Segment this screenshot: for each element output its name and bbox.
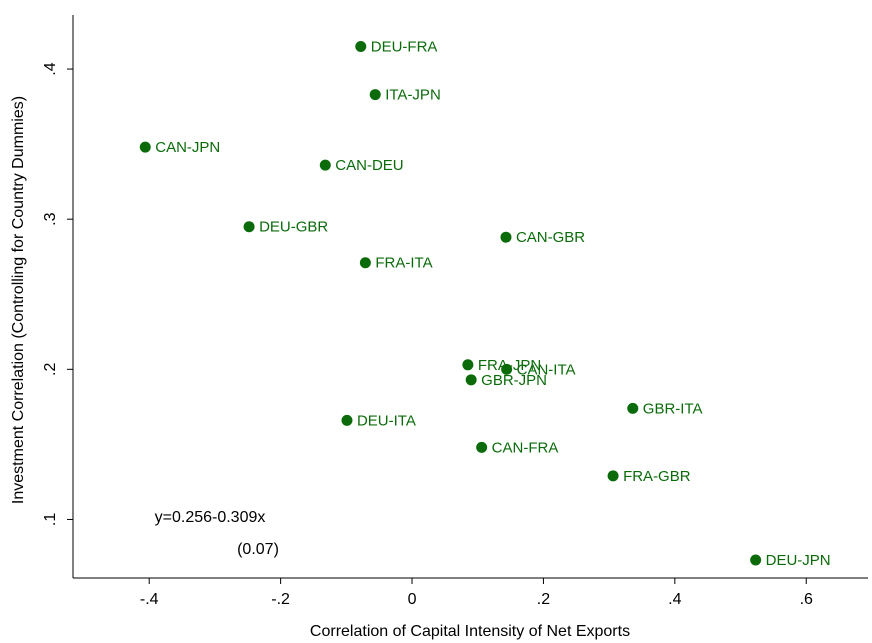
point-label: GBR-JPN — [481, 372, 547, 389]
point-label: FRA-GBR — [623, 468, 691, 485]
point — [243, 221, 255, 233]
point-label: DEU-FRA — [371, 38, 438, 55]
point-label: ITA-JPN — [385, 87, 441, 104]
x-tick-label: .2 — [537, 591, 550, 608]
point — [355, 41, 367, 53]
x-tick-label: -.2 — [271, 591, 290, 608]
y-tick-label: .1 — [42, 513, 59, 526]
point — [627, 402, 639, 414]
point-label: FRA-ITA — [375, 255, 432, 272]
annotation: (0.07) — [237, 541, 279, 558]
point — [750, 554, 762, 566]
y-tick-label: .4 — [42, 62, 59, 75]
point — [500, 231, 512, 243]
point — [476, 441, 488, 453]
y-axis-label: Investment Correlation (Controlling for … — [10, 96, 27, 504]
point — [319, 159, 331, 171]
y-tick-label: .2 — [42, 363, 59, 376]
point — [501, 363, 513, 375]
point — [139, 141, 151, 153]
x-tick-label: 0 — [408, 591, 417, 608]
point-label: DEU-GBR — [259, 219, 328, 236]
point — [359, 257, 371, 269]
point-label: DEU-ITA — [357, 412, 416, 429]
point — [462, 359, 474, 371]
point-label: CAN-DEU — [335, 157, 403, 174]
point — [341, 414, 353, 426]
point-label: CAN-GBR — [516, 229, 585, 246]
point-label: CAN-JPN — [155, 139, 220, 156]
point-label: CAN-ITA — [517, 361, 576, 378]
point-label: DEU-JPN — [766, 552, 831, 569]
x-tick-label: -.4 — [140, 591, 159, 608]
x-tick-label: .6 — [800, 591, 813, 608]
x-axis-label: Correlation of Capital Intensity of Net … — [310, 623, 630, 640]
point — [369, 89, 381, 101]
point — [465, 374, 477, 386]
y-tick-label: .3 — [42, 212, 59, 225]
x-tick-label: .4 — [668, 591, 681, 608]
point-label: GBR-ITA — [643, 400, 703, 417]
point-label: CAN-FRA — [492, 439, 559, 456]
point — [607, 470, 619, 482]
annotation: y=0.256-0.309x — [155, 509, 266, 526]
